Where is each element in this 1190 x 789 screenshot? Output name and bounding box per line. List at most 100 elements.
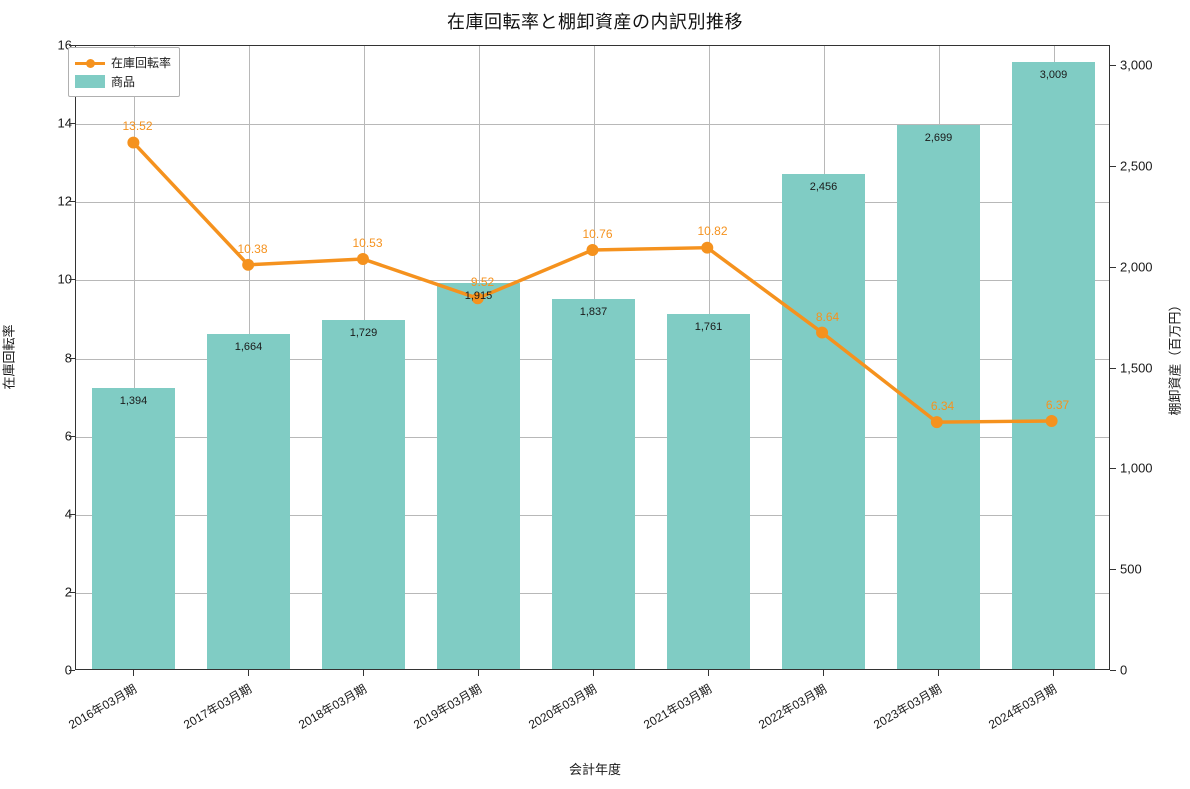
y-axis-right-tick-label: 500 <box>1120 561 1142 577</box>
page-title: 在庫回転率と棚卸資産の内訳別推移 <box>447 12 743 32</box>
x-axis-tick-mark <box>247 670 249 676</box>
bar <box>207 333 290 669</box>
x-axis-tick-label: 2023年03月期 <box>870 681 944 732</box>
line-data-point <box>471 292 484 305</box>
y-axis-left-tick-mark <box>69 513 75 515</box>
y-axis-left-tick-mark <box>69 670 75 671</box>
bar <box>92 387 175 669</box>
bar-value-label: 2,699 <box>924 131 953 144</box>
line-value-label: 10.76 <box>582 226 613 241</box>
x-axis-tick-label: 2022年03月期 <box>755 681 829 732</box>
line-data-point <box>356 253 369 265</box>
line-data-point <box>930 416 943 429</box>
bar-value-label: 1,394 <box>119 394 148 407</box>
y-axis-right-label: 棚卸資産（百万円） <box>1167 298 1183 416</box>
y-axis-left-tick-mark <box>69 357 75 359</box>
x-axis-tick-label: 2024年03月期 <box>985 681 1059 732</box>
line-data-point <box>242 258 255 271</box>
x-axis-tick-mark <box>592 670 594 676</box>
bar-value-label: 1,837 <box>579 305 608 318</box>
y-axis-left-tick-mark <box>69 45 75 46</box>
bar-value-label: 2,456 <box>809 180 838 193</box>
bar-value-label: 3,009 <box>1039 69 1068 82</box>
x-axis-tick-label: 2019年03月期 <box>410 681 484 732</box>
x-axis-tick-mark <box>477 670 479 676</box>
x-axis-tick-mark <box>937 670 939 676</box>
chart-legend: 在庫回転率 商品 <box>68 47 181 97</box>
x-axis-label: 会計年度 <box>568 762 621 777</box>
legend-label-line: 在庫回転率 <box>111 56 172 70</box>
y-axis-right-tick-mark <box>1110 670 1116 671</box>
y-axis-right-tick-label: 1,000 <box>1120 460 1153 476</box>
y-axis-right-tick-mark <box>1110 266 1116 268</box>
line-value-label: 10.82 <box>697 224 728 239</box>
x-axis-tick-mark <box>1052 670 1054 676</box>
legend-item-line[interactable]: 在庫回転率 <box>75 53 171 72</box>
y-axis-left-tick-label: 0 <box>65 663 72 678</box>
legend-item-bar[interactable]: 商品 <box>75 72 171 91</box>
line-value-label: 10.53 <box>352 235 383 250</box>
y-axis-right-tick-label: 3,000 <box>1120 57 1153 73</box>
gridline-horizontal <box>76 280 1109 282</box>
x-axis-tick-label: 2018年03月期 <box>295 681 369 732</box>
y-axis-left-tick-label: 2 <box>65 584 72 599</box>
gridline-horizontal <box>76 202 1109 204</box>
y-axis-right-tick-label: 0 <box>1120 662 1128 678</box>
x-axis-tick-label: 2021年03月期 <box>640 681 714 732</box>
y-axis-left-tick-mark <box>69 279 75 281</box>
gridline-horizontal <box>76 124 1109 126</box>
y-axis-left-label: 在庫回転率 <box>1 324 17 390</box>
line-series <box>127 136 1058 429</box>
bar <box>897 124 980 669</box>
line-value-label: 6.34 <box>930 399 955 414</box>
legend-label-bar: 商品 <box>111 75 136 89</box>
y-axis-left-tick-label: 8 <box>65 350 72 365</box>
line-value-label: 13.52 <box>122 118 153 133</box>
line-value-label: 8.64 <box>815 309 840 324</box>
bar-swatch-icon <box>75 75 105 88</box>
line-data-point <box>701 241 714 254</box>
y-axis-right-tick-mark <box>1110 468 1116 470</box>
y-axis-right-tick-mark <box>1110 65 1116 67</box>
bar <box>322 320 405 669</box>
bar <box>667 313 750 669</box>
y-axis-left-tick-mark <box>69 591 75 593</box>
x-axis-tick-label: 2016年03月期 <box>65 681 139 732</box>
plot-area: 1,394 1,664 1,729 1,915 1,837 1,761 2,456 2,699… <box>75 45 1110 670</box>
line-data-point <box>1045 414 1058 427</box>
y-axis-left-tick-mark <box>69 123 75 125</box>
y-axis-left-tick-label: 4 <box>65 506 72 521</box>
line-marker-icon <box>75 56 105 70</box>
y-axis-left-tick-mark <box>69 201 75 203</box>
gridline-vertical <box>133 46 135 669</box>
y-axis-left-tick-label: 6 <box>65 428 72 443</box>
y-axis-left-tick-mark <box>69 435 75 437</box>
line-value-label: 6.37 <box>1045 398 1070 413</box>
x-axis-tick-mark <box>707 670 709 676</box>
line-value-label: 10.38 <box>237 241 268 256</box>
bar-value-label: 1,729 <box>349 327 378 340</box>
x-axis-tick-label: 2020年03月期 <box>525 681 599 732</box>
y-axis-right-tick-mark <box>1110 367 1116 369</box>
y-axis-right-tick-label: 1,500 <box>1120 360 1153 376</box>
y-axis-right-tick-mark <box>1110 165 1116 167</box>
line-data-point <box>127 136 140 149</box>
bar <box>1012 62 1095 669</box>
bar <box>437 282 520 669</box>
bar-value-label: 1,664 <box>234 340 263 353</box>
y-axis-right-tick-label: 2,500 <box>1120 158 1153 174</box>
y-axis-left-tick-label: 14 <box>57 115 72 131</box>
bar-value-label: 1,915 <box>464 289 493 302</box>
x-axis-tick-mark <box>132 670 134 676</box>
y-axis-right-tick-mark <box>1110 569 1116 571</box>
bar-value-label: 1,761 <box>694 320 723 333</box>
line-data-point <box>816 326 829 339</box>
x-axis-tick-mark <box>362 670 364 676</box>
y-axis-left-tick-label: 12 <box>57 193 72 209</box>
bar <box>782 173 865 669</box>
x-axis-tick-mark <box>822 670 824 676</box>
y-axis-right-tick-label: 2,000 <box>1120 259 1153 275</box>
line-value-label: 9.52 <box>470 275 495 290</box>
y-axis-left-tick-label: 10 <box>57 271 72 287</box>
